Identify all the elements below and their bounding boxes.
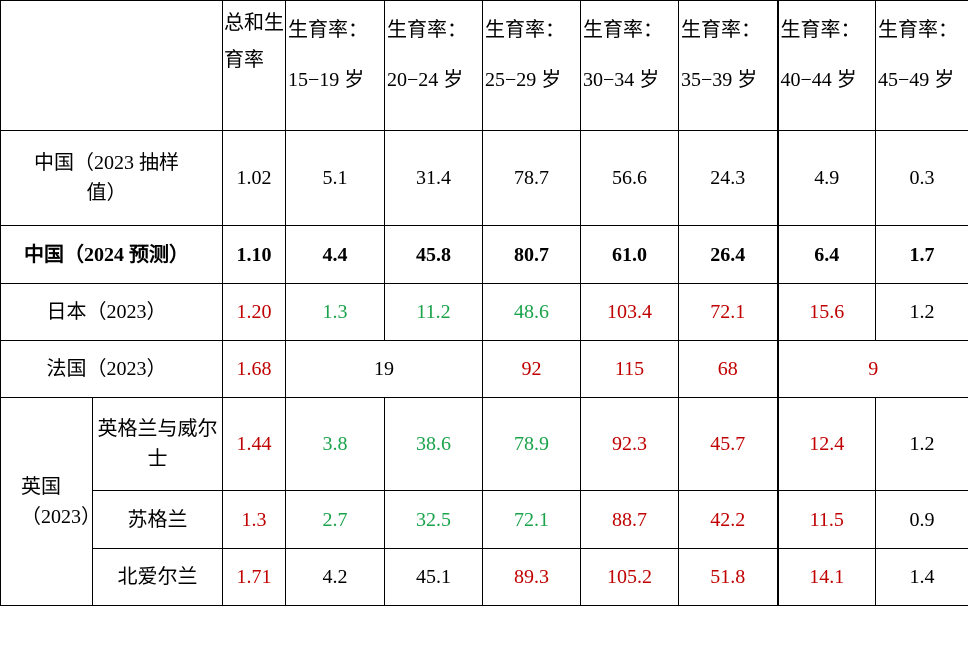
value-cell: 115 (580, 340, 679, 398)
header-line: 40−44 岁 (780, 69, 857, 91)
value-cell: 32.5 (384, 490, 483, 549)
header-line: 生育率： (681, 19, 761, 41)
value-cell: 105.2 (580, 548, 679, 606)
header-line: 生育率： (878, 19, 958, 41)
value-cell: 14.1 (776, 548, 876, 606)
header-cell: 生育率： 45−49 岁 (875, 0, 968, 131)
value-cell: 9 (776, 340, 968, 398)
value-cell: 72.1 (482, 490, 581, 549)
value-cell: 89.3 (482, 548, 581, 606)
value-cell: 24.3 (678, 130, 778, 226)
row-label: 北爱尔兰 (92, 548, 223, 606)
value-cell: 1.68 (222, 340, 286, 398)
header-line: 生育率： (387, 19, 467, 41)
table-row: 日本（2023） 1.20 1.3 11.2 48.6 103.4 72.1 15.6 1.2 (0, 283, 968, 341)
value-cell: 19 (285, 340, 483, 398)
value-cell: 56.6 (580, 130, 679, 226)
table-row: 中国（2024 预测） 1.10 4.4 45.8 80.7 61.0 26.4 6.4 1.7 (0, 225, 968, 284)
value-cell: 103.4 (580, 283, 679, 341)
row-label: 法国（2023） (0, 340, 223, 398)
value-cell: 42.2 (678, 490, 778, 549)
value-cell: 72.1 (678, 283, 778, 341)
row-label: 中国（2024 预测） (0, 225, 223, 284)
header-line: 生育率： (583, 19, 663, 41)
value-cell: 61.0 (580, 225, 679, 284)
header-line: 生育率： (288, 19, 368, 41)
value-cell: 1.4 (875, 548, 968, 606)
header-line: 25−29 岁 (485, 69, 562, 91)
header-line: 45−49 岁 (878, 69, 955, 91)
corner-cell (0, 0, 223, 131)
value-cell: 80.7 (482, 225, 581, 284)
header-cell: 生育率： 40−44 岁 (776, 0, 876, 131)
value-cell: 4.9 (776, 130, 876, 226)
header-cell: 生育率： 30−34 岁 (580, 0, 679, 131)
value-cell: 1.2 (875, 397, 968, 491)
value-cell: 4.4 (285, 225, 385, 284)
value-cell: 11.2 (384, 283, 483, 341)
value-cell: 0.9 (875, 490, 968, 549)
header-line: 生育率： (780, 19, 861, 41)
table-row: 苏格兰 1.3 2.7 32.5 72.1 88.7 42.2 11.5 0.9 (1, 490, 968, 549)
value-cell: 0.3 (875, 130, 968, 226)
table-row: 北爱尔兰 1.71 4.2 45.1 89.3 105.2 51.8 14.1 1.4 (1, 548, 968, 606)
header-cell: 生育率： 35−39 岁 (678, 0, 778, 131)
value-cell: 11.5 (776, 490, 876, 549)
value-cell: 45.8 (384, 225, 483, 284)
value-cell: 48.6 (482, 283, 581, 341)
value-cell: 1.3 (285, 283, 385, 341)
value-cell: 31.4 (384, 130, 483, 226)
value-cell: 6.4 (776, 225, 876, 284)
header-row: 总和生育率 生育率： 15−19 岁生育率： 20−24 岁生育率： 25−29 岁生育… (0, 0, 968, 131)
value-cell: 78.9 (482, 397, 581, 491)
value-cell: 1.10 (222, 225, 286, 284)
table-row: 中国（2023 抽样值） 1.02 5.1 31.4 78.7 56.6 24.3 4.9 0.… (0, 130, 968, 226)
value-cell: 26.4 (678, 225, 778, 284)
value-cell: 78.7 (482, 130, 581, 226)
row-label: 中国（2023 抽样值） (0, 130, 223, 226)
header-cell: 生育率： 15−19 岁 (285, 0, 385, 131)
header-cell: 总和生育率 (222, 0, 286, 131)
value-cell: 1.2 (875, 283, 968, 341)
row-label: 苏格兰 (92, 490, 223, 549)
header-line: 15−19 岁 (288, 69, 365, 91)
header-cell: 生育率： 20−24 岁 (384, 0, 483, 131)
header-line: 35−39 岁 (681, 69, 758, 91)
value-cell: 1.3 (222, 490, 286, 549)
header-line: 生育率： (485, 19, 565, 41)
row-label: 英格兰与威尔士 (92, 397, 223, 491)
value-cell: 51.8 (678, 548, 778, 606)
header-cell: 生育率： 25−29 岁 (482, 0, 581, 131)
table-row: 英国（2023）英格兰与威尔士1.443.838.678.992.345.712… (0, 397, 968, 606)
value-cell: 15.6 (776, 283, 876, 341)
value-cell: 45.1 (384, 548, 483, 606)
value-cell: 3.8 (285, 397, 385, 491)
value-cell: 5.1 (285, 130, 385, 226)
value-cell: 68 (678, 340, 778, 398)
value-cell: 1.71 (222, 548, 286, 606)
value-cell: 1.44 (222, 397, 286, 491)
value-cell: 4.2 (285, 548, 385, 606)
value-cell: 1.02 (222, 130, 286, 226)
value-cell: 2.7 (285, 490, 385, 549)
value-cell: 12.4 (776, 397, 876, 491)
value-cell: 1.20 (222, 283, 286, 341)
value-cell: 1.7 (875, 225, 968, 284)
value-cell: 45.7 (678, 397, 778, 491)
value-cell: 38.6 (384, 397, 483, 491)
header-line: 30−34 岁 (583, 69, 660, 91)
fertility-table: 总和生育率 生育率： 15−19 岁生育率： 20−24 岁生育率： 25−29 岁生育… (0, 0, 968, 606)
value-cell: 92.3 (580, 397, 679, 491)
value-cell: 92 (482, 340, 581, 398)
table-row: 法国（2023） 1.68 19 92 115 68 9 (0, 340, 968, 398)
row-label: 日本（2023） (0, 283, 223, 341)
header-line: 20−24 岁 (387, 69, 464, 91)
value-cell: 88.7 (580, 490, 679, 549)
group-label: 英国（2023） (0, 397, 93, 606)
